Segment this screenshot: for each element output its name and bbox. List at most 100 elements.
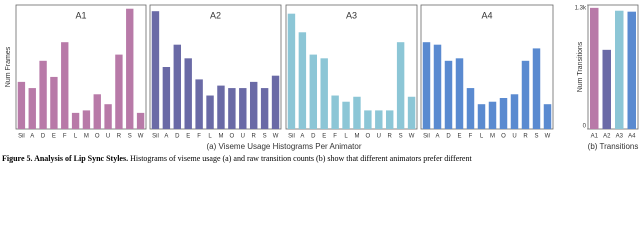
x-tick-label: R [117,134,122,140]
bar [532,48,541,129]
x-tick-label: S [534,134,538,140]
x-tick-label: A [435,134,439,140]
bar [17,81,26,129]
bar [260,88,269,129]
bar [50,76,58,129]
bar [184,58,192,129]
panel-frame [587,4,639,130]
bar [217,85,225,129]
bar [590,7,599,129]
x-tick-label: D [175,134,180,140]
x-tick-label: M [490,134,495,140]
bar [82,110,91,129]
y-axis-label: Num Transitions [577,41,584,92]
x-tick-label: R [523,134,528,140]
x-tick-label: D [311,134,316,140]
bar [93,94,101,129]
bar [320,58,328,129]
bar [488,101,497,129]
bar [249,81,258,129]
bar [444,60,453,129]
x-tick-label: Sil [152,134,159,140]
x-tick-label: O [366,134,371,140]
bar [309,54,318,129]
bar [499,98,508,129]
bar [271,75,280,129]
panel-frame [285,4,418,130]
bar [61,42,69,130]
x-tick-label: E [457,134,461,140]
bar [195,79,203,129]
bar [510,94,519,129]
y-tick-label: 1.3k [575,6,587,12]
x-tick-label: S [128,134,132,140]
x-tick-label: D [446,134,451,140]
bar [342,101,350,129]
x-tick-label: L [74,134,78,140]
panel-frame [420,4,554,130]
caption: Figure 5. Analysis of Lip Sync Styles. H… [2,154,472,163]
x-tick-label: Sil [288,134,295,140]
bar [162,67,171,129]
bar [375,110,383,129]
x-tick-label: Sil [423,134,430,140]
y-tick-label: 0 [583,124,587,130]
x-tick-label: U [377,134,381,140]
panel-a-label: (a) Viseme Usage Histograms Per Animator [206,142,361,151]
x-tick-label: A4 [628,134,636,140]
bar [407,96,416,129]
x-tick-label: R [252,134,257,140]
bar [521,60,530,129]
x-tick-label: S [263,134,267,140]
x-tick-label: W [273,134,279,140]
x-tick-label: A [30,134,34,140]
x-tick-label: A [300,134,304,140]
x-tick-label: E [52,134,56,140]
caption-text: Histograms of viseme usage (a) and raw t… [130,154,472,163]
bar [104,104,112,129]
bar [151,11,160,130]
bar [466,88,475,129]
panel-title: A3 [346,10,357,20]
x-tick-label: S [399,134,403,140]
x-tick-label: W [545,134,551,140]
x-tick-label: Sil [18,134,25,140]
x-tick-label: F [469,134,473,140]
bar [602,49,611,130]
x-tick-label: W [138,134,144,140]
x-tick-label: U [241,134,245,140]
x-tick-label: L [344,134,348,140]
x-tick-label: M [218,134,223,140]
bar [385,110,394,129]
bar [239,88,247,129]
bar [39,60,47,129]
bar [353,96,361,129]
x-tick-label: U [512,134,516,140]
x-tick-label: A1 [591,134,599,140]
panel-frame [15,4,147,130]
x-tick-label: L [480,134,484,140]
x-tick-label: W [409,134,415,140]
bar [433,44,442,129]
bar [71,112,80,129]
figure: (a) Viseme Usage Histograms Per Animator… [2,4,639,163]
bar [422,42,431,130]
x-tick-label: F [63,134,67,140]
y-axis-label: Num Frames [5,46,12,87]
x-tick-label: M [84,134,89,140]
panel-title: A1 [75,10,86,20]
bar [298,32,307,129]
x-tick-label: R [388,134,393,140]
x-tick-label: M [354,134,359,140]
caption-label: Figure 5. Analysis of Lip Sync Styles. [2,154,128,163]
panel-title: A4 [481,10,492,20]
x-tick-label: D [41,134,46,140]
x-tick-label: A3 [616,134,624,140]
bar [136,112,145,129]
bar [28,88,36,129]
x-tick-label: F [197,134,201,140]
x-tick-label: O [230,134,235,140]
bar [287,13,296,129]
x-tick-label: E [322,134,326,140]
panel-title: A2 [210,10,221,20]
